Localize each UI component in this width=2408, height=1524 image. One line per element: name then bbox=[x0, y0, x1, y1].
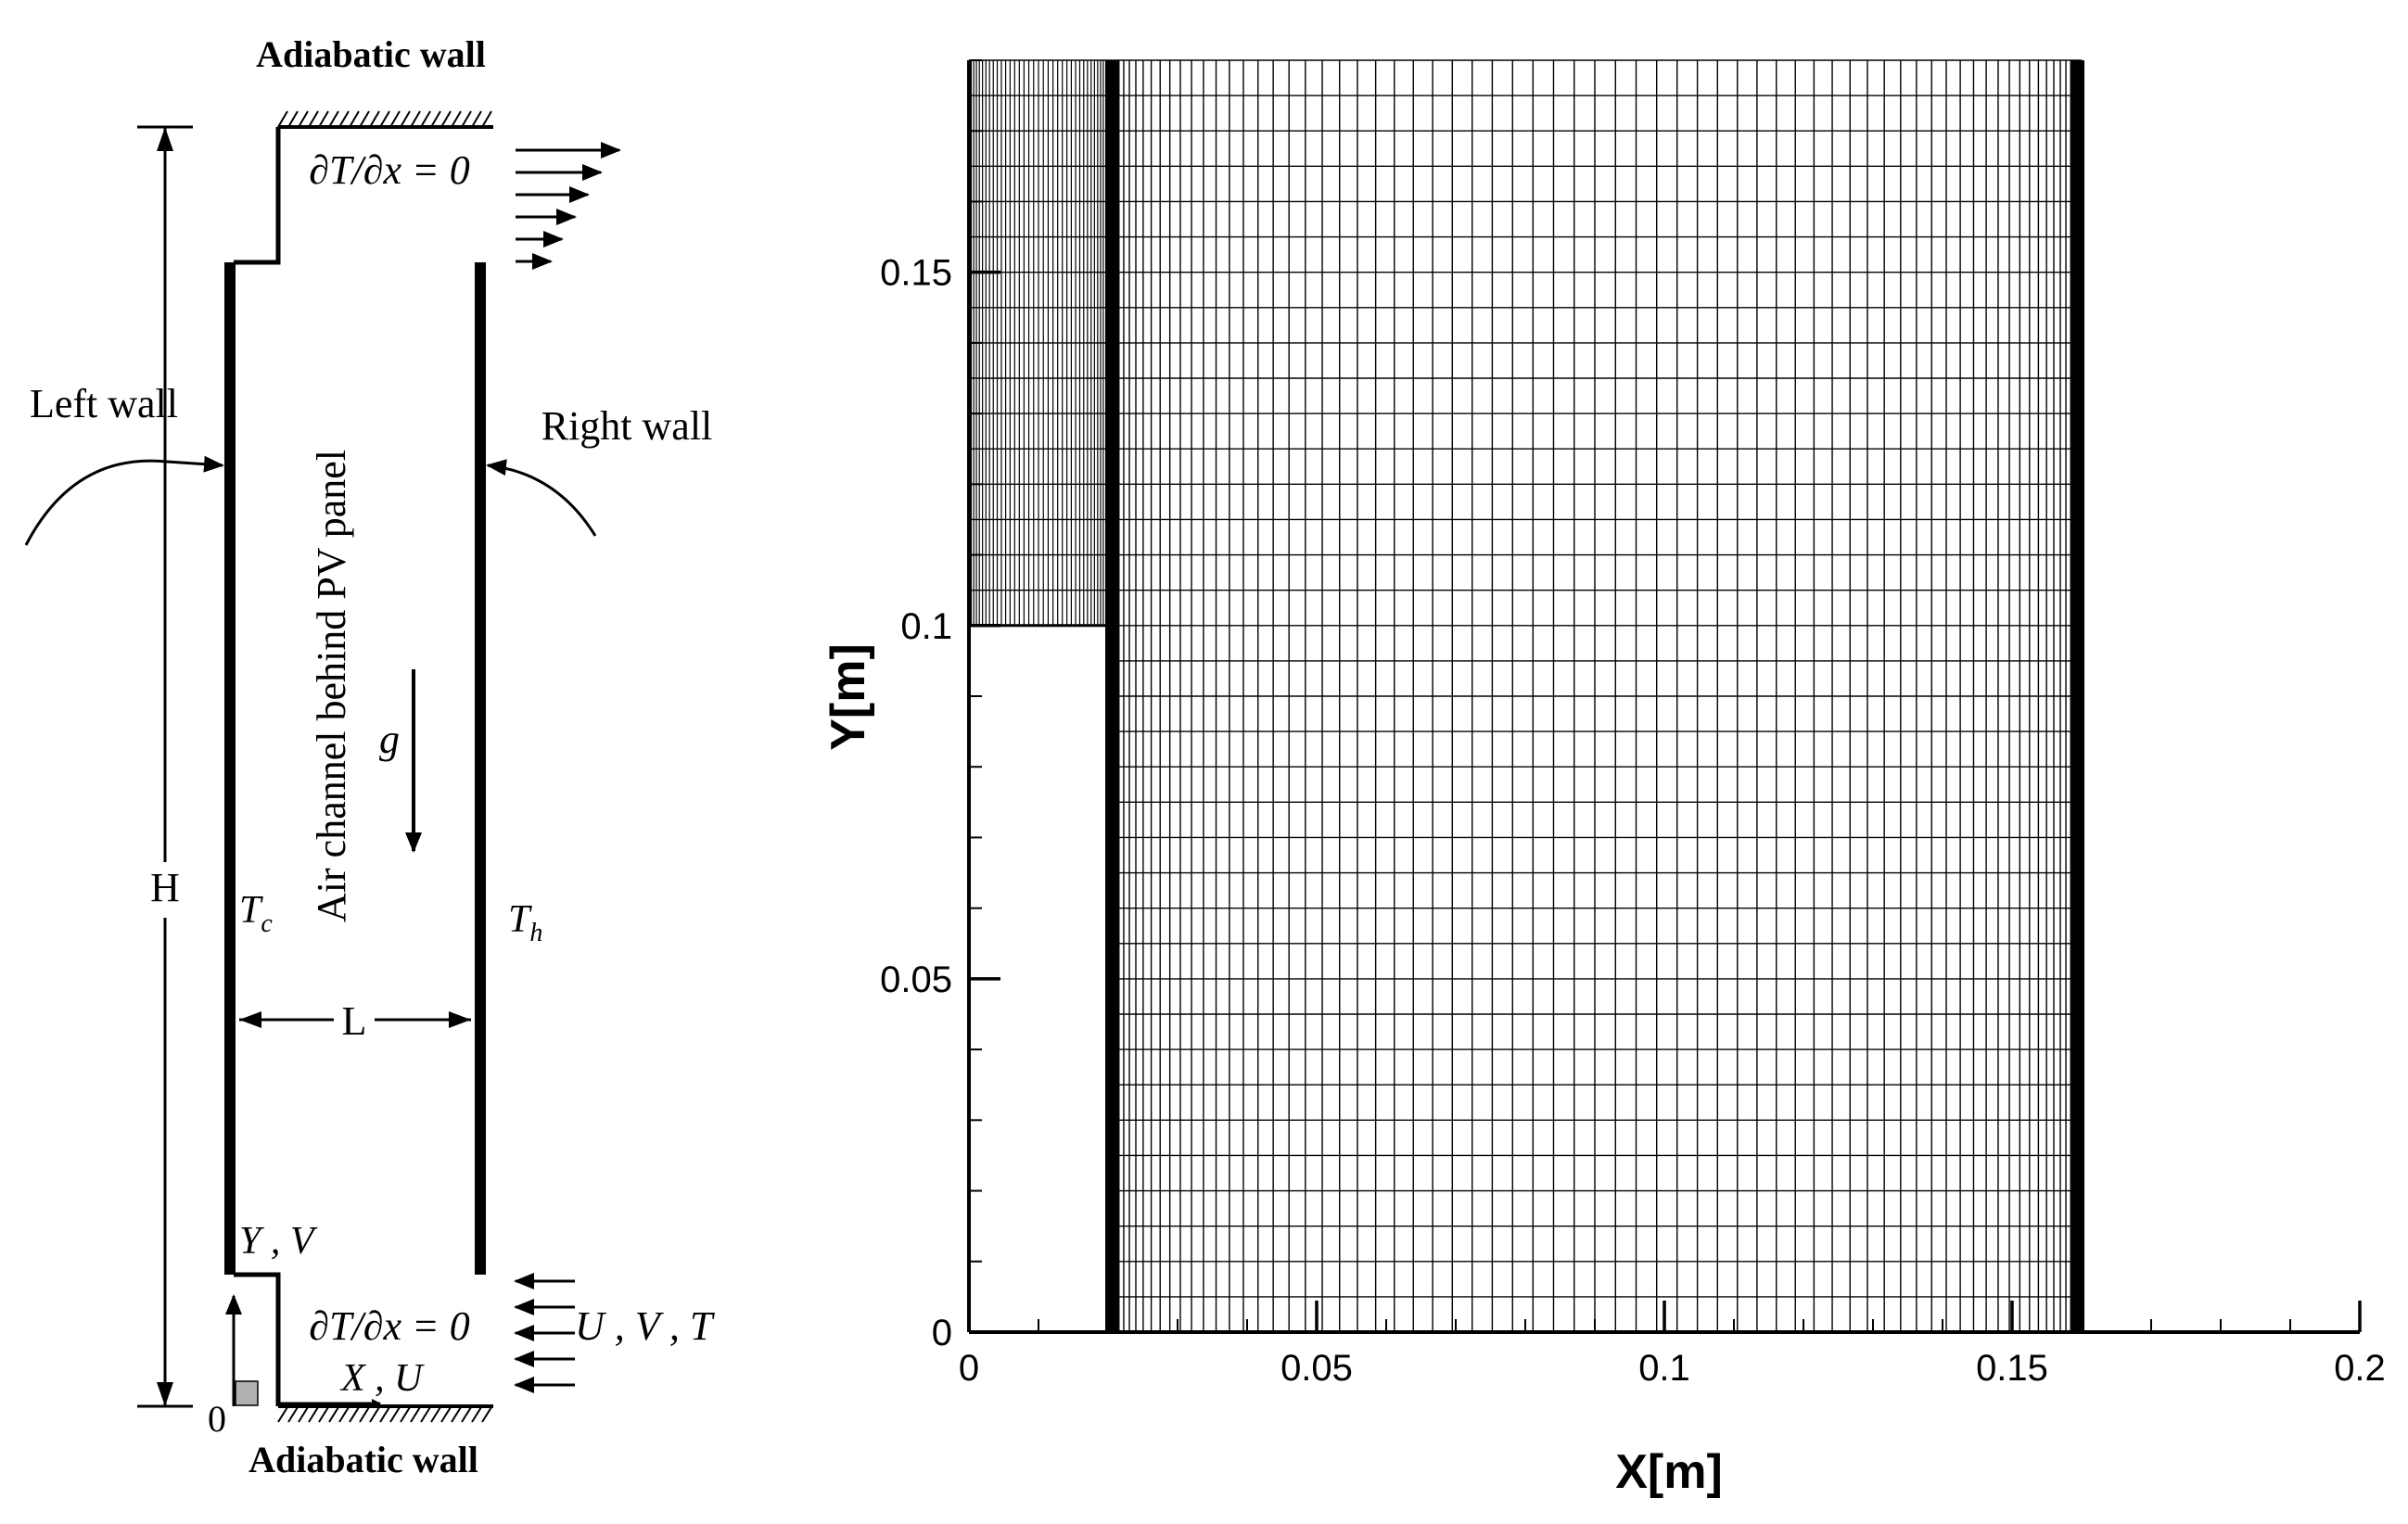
hot-wall-temperature: Th bbox=[508, 898, 542, 947]
y-axis-title: Y[m] bbox=[822, 643, 875, 751]
inlet-velocity-arrows bbox=[514, 1273, 575, 1393]
hatch-mark bbox=[471, 1406, 482, 1423]
inlet-bc-label: ∂T/∂x = 0 bbox=[309, 1303, 469, 1349]
gravity-label: g bbox=[379, 717, 400, 762]
hatch-mark bbox=[430, 1406, 441, 1423]
channel-schematic: Adiabatic wall ∂T/∂x = 0 H Left wall Rig… bbox=[24, 33, 716, 1480]
hatch-mark bbox=[379, 1406, 390, 1423]
hatch-mark bbox=[410, 110, 421, 128]
mesh-grid-lines bbox=[968, 59, 2083, 1333]
inlet-step-wall bbox=[234, 1272, 281, 1406]
top-wall-label: Adiabatic wall bbox=[256, 33, 486, 75]
hatch-mark bbox=[308, 1406, 319, 1423]
mesh-geometry-outline bbox=[969, 60, 2084, 1332]
hatch-mark bbox=[318, 110, 329, 128]
hatch-mark bbox=[277, 1406, 288, 1423]
hatch-mark bbox=[481, 110, 492, 128]
x-velocity-label: X , U bbox=[339, 1357, 425, 1400]
height-label: H bbox=[150, 865, 180, 910]
y-tick-label: 0.15 bbox=[880, 253, 952, 294]
hatch-mark bbox=[400, 110, 411, 128]
hatch-mark bbox=[369, 1406, 380, 1423]
hatch-mark bbox=[389, 110, 401, 128]
hatch-mark bbox=[440, 1406, 452, 1423]
x-tick-label: 0 bbox=[959, 1348, 979, 1389]
x-tick-label: 0.2 bbox=[2334, 1348, 2386, 1389]
hatch-mark bbox=[471, 110, 482, 128]
hatch-mark bbox=[420, 1406, 431, 1423]
x-axis-title: X[m] bbox=[1615, 1445, 1723, 1499]
outlet-bc-label: ∂T/∂x = 0 bbox=[309, 147, 469, 193]
hatch-mark bbox=[318, 1406, 329, 1423]
y-velocity-label: Y , V bbox=[239, 1220, 318, 1263]
right-heat-flux-arrow bbox=[486, 459, 597, 537]
hatch-mark bbox=[338, 1406, 350, 1423]
hatch-mark bbox=[298, 110, 309, 128]
hatch-mark bbox=[389, 1406, 401, 1423]
x-tick-label: 0.1 bbox=[1638, 1348, 1690, 1389]
hatch-mark bbox=[420, 110, 431, 128]
right-wall-plate bbox=[475, 262, 486, 1275]
hatch-mark bbox=[400, 1406, 411, 1423]
hatch-mark bbox=[369, 110, 380, 128]
right-wall-label: Right wall bbox=[541, 403, 713, 449]
mesh-plot: 0 0.05 0.1 0.15 0.2 0 0.05 0.1 0.15 X[m] Y[m] bbox=[822, 59, 2386, 1499]
y-tick-label: 0.1 bbox=[900, 606, 952, 647]
hatch-mark bbox=[287, 110, 299, 128]
hatch-mark bbox=[451, 110, 462, 128]
right-wall-band bbox=[2071, 60, 2084, 1332]
left-wall-plate bbox=[224, 262, 236, 1275]
hatch-mark bbox=[277, 110, 288, 128]
hatch-mark bbox=[461, 1406, 472, 1423]
hatch-mark bbox=[461, 110, 472, 128]
x-tick-label: 0.05 bbox=[1280, 1348, 1353, 1389]
mesh-ticks: 0 0.05 0.1 0.15 0.2 0 0.05 0.1 0.15 bbox=[880, 59, 2386, 1389]
hatch-mark bbox=[349, 1406, 360, 1423]
hatch-mark bbox=[287, 1406, 299, 1423]
hatch-mark bbox=[359, 110, 370, 128]
hatch-mark bbox=[298, 1406, 309, 1423]
bottom-wall-label: Adiabatic wall bbox=[248, 1439, 478, 1480]
hatch-mark bbox=[338, 110, 350, 128]
hatch-mark bbox=[481, 1406, 492, 1423]
hatch-mark bbox=[451, 1406, 462, 1423]
top-wall-hatch bbox=[277, 110, 492, 128]
cold-wall-temperature: Tc bbox=[239, 889, 273, 938]
hatch-mark bbox=[349, 110, 360, 128]
left-wall-label: Left wall bbox=[30, 381, 178, 426]
width-label: L bbox=[342, 998, 367, 1044]
hatch-mark bbox=[359, 1406, 370, 1423]
outlet-step-wall bbox=[234, 127, 281, 265]
hatch-mark bbox=[410, 1406, 421, 1423]
left-heat-flux-arrow bbox=[24, 455, 224, 546]
bottom-wall-hatch bbox=[277, 1406, 492, 1423]
hatch-mark bbox=[379, 110, 390, 128]
hatch-mark bbox=[328, 1406, 339, 1423]
x-tick-label: 0.15 bbox=[1976, 1348, 2048, 1389]
origin-marker bbox=[235, 1380, 259, 1406]
outlet-velocity-arrows bbox=[516, 142, 621, 270]
inlet-variables-label: U , V , T bbox=[575, 1303, 716, 1349]
origin-label: 0 bbox=[208, 1398, 226, 1440]
channel-label: Air channel behind PV panel bbox=[309, 450, 354, 922]
y-tick-label: 0.05 bbox=[880, 959, 952, 1000]
hatch-mark bbox=[308, 110, 319, 128]
hatch-mark bbox=[328, 110, 339, 128]
hatch-mark bbox=[430, 110, 441, 128]
hatch-mark bbox=[440, 110, 452, 128]
y-tick-label: 0 bbox=[932, 1313, 952, 1353]
